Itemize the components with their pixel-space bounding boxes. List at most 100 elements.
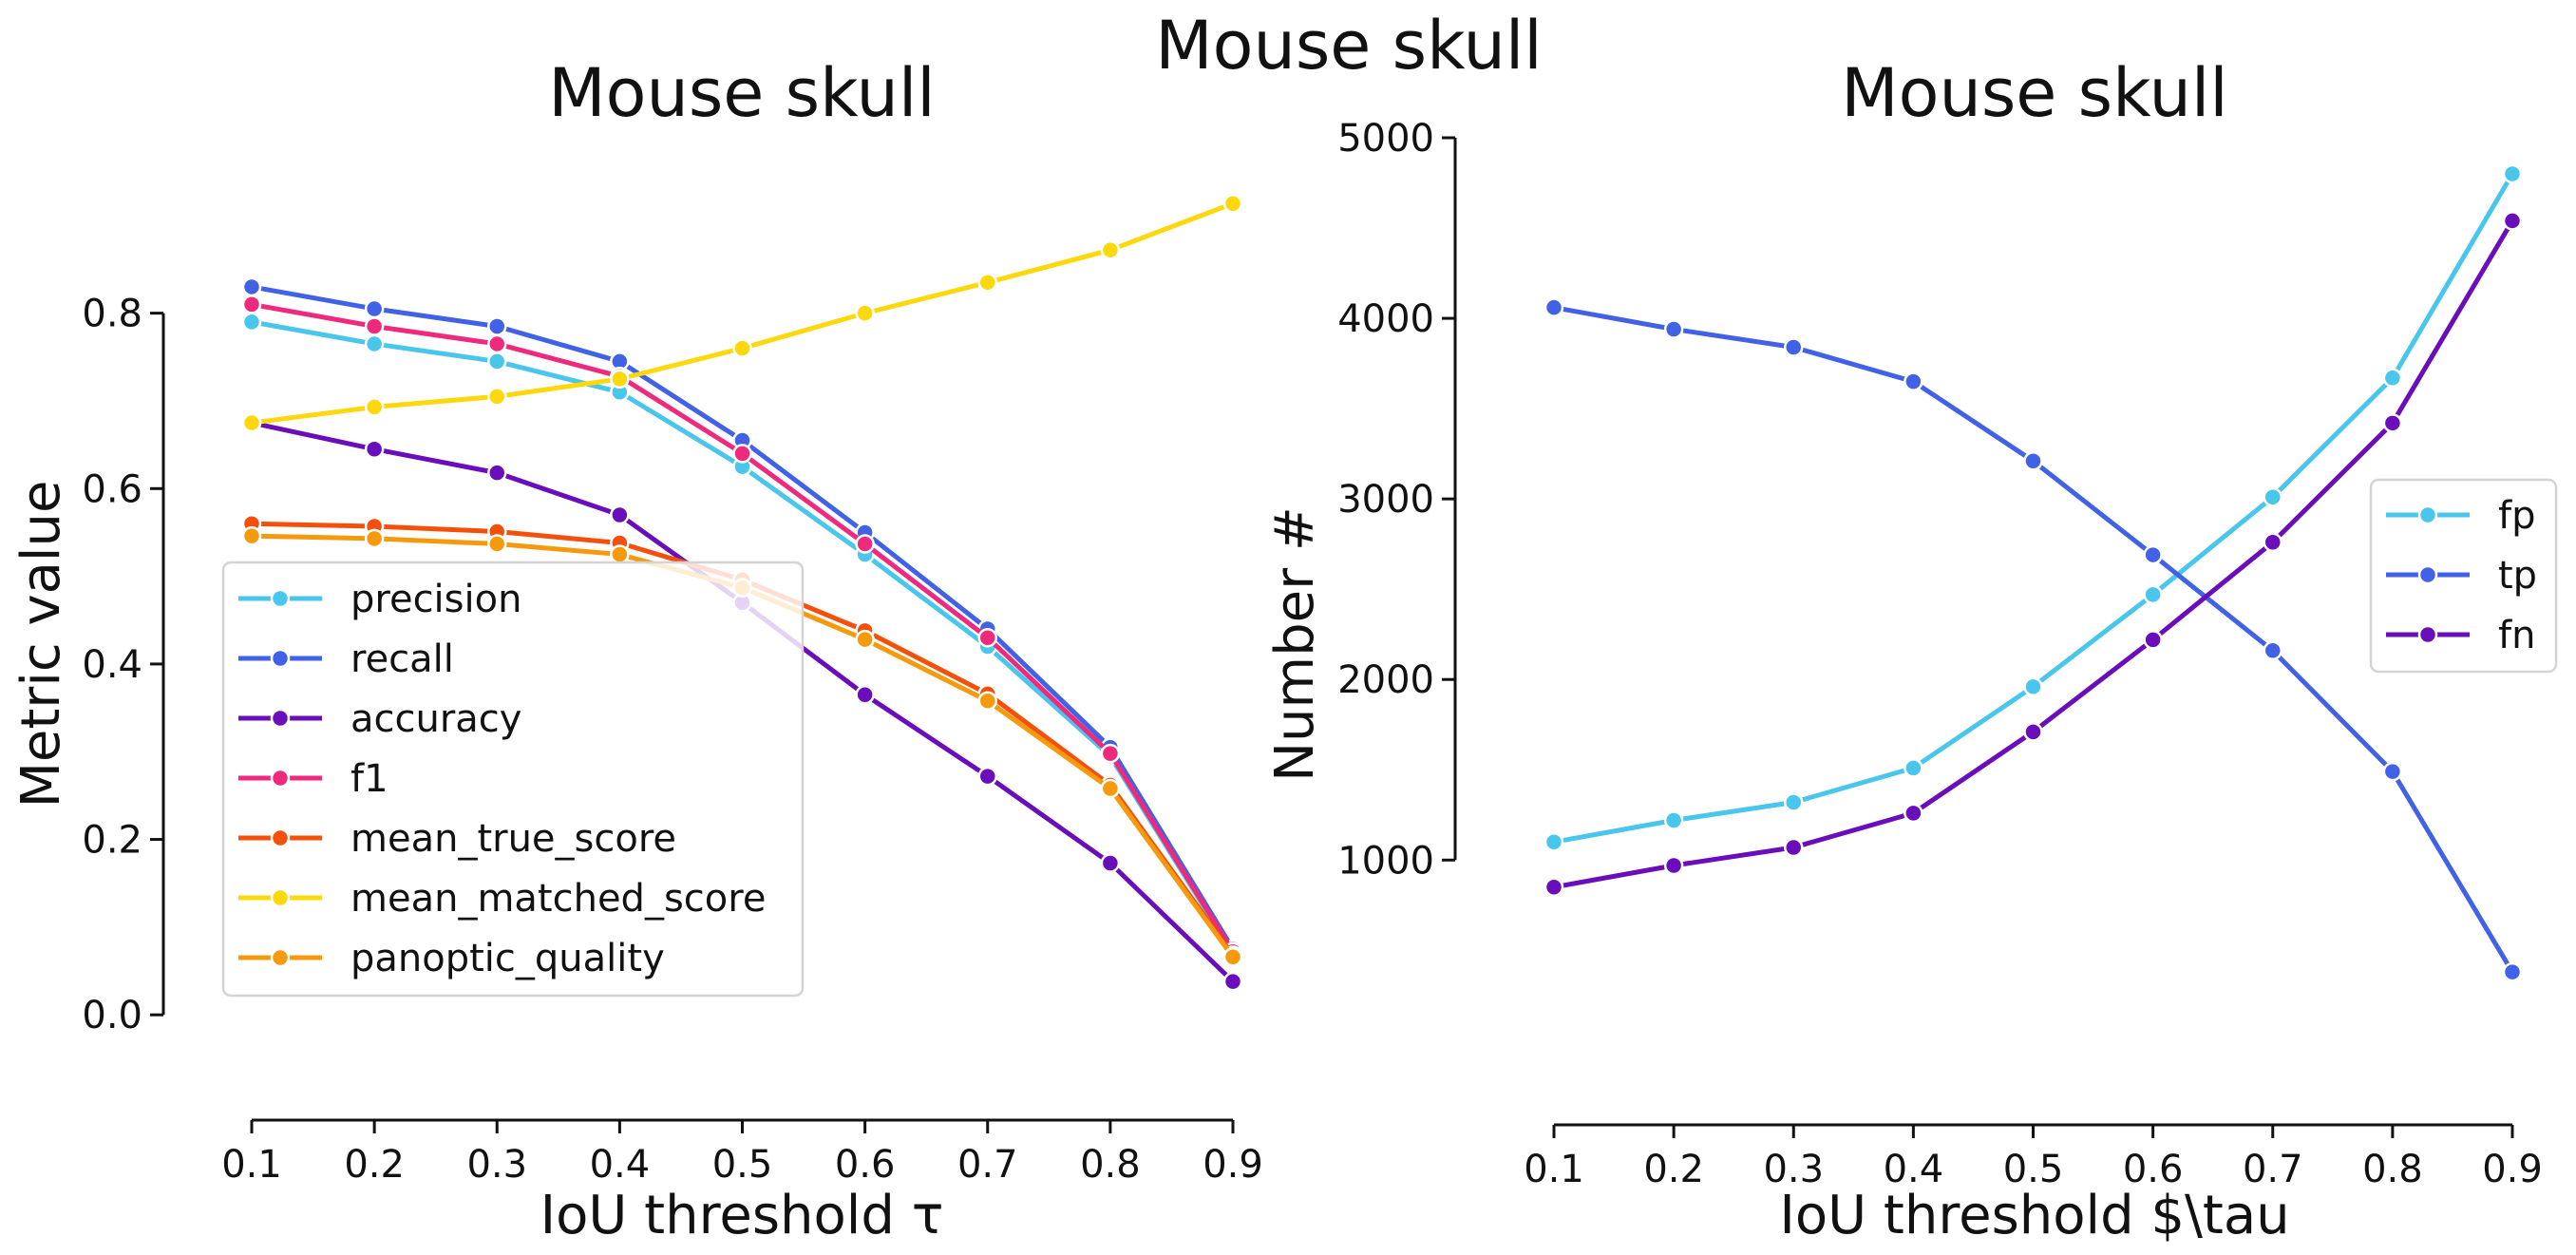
right-legend-label-tp: tp [2498, 554, 2537, 598]
right-data-point-fn [2382, 413, 2403, 433]
figure-suptitle: Mouse skull [1155, 7, 1543, 85]
left-data-point-recall [241, 276, 262, 297]
left-data-point-f1 [1100, 743, 1121, 764]
right-data-point-fn [2023, 722, 2043, 742]
right-panel-title: Mouse skull [1841, 54, 2228, 132]
left-data-point-panoptic_quality [1100, 778, 1121, 799]
left-data-point-f1 [855, 534, 875, 554]
left-legend-swatch-marker [270, 947, 291, 968]
left-legend-label-precision: precision [350, 578, 521, 621]
right-legend-swatch-marker [2417, 624, 2438, 645]
right-y-tick-label: 1000 [1337, 839, 1434, 883]
right-data-point-fp [2143, 584, 2163, 605]
left-x-tick-label: 0.2 [344, 1143, 405, 1187]
left-legend-swatch-marker [270, 887, 291, 908]
left-data-point-recall [364, 298, 385, 319]
left-data-point-panoptic_quality [610, 544, 630, 564]
left-data-point-panoptic_quality [487, 534, 507, 554]
left-data-point-accuracy [364, 439, 385, 459]
right-legend-label-fn: fn [2498, 614, 2535, 657]
left-x-tick-label: 0.3 [466, 1143, 527, 1187]
right-x-tick-label: 0.1 [1524, 1148, 1584, 1191]
left-legend-frame [221, 561, 805, 998]
right-x-axis-label: IoU threshold $\tau [1779, 1185, 2289, 1246]
right-data-point-fn [1663, 855, 1684, 876]
right-data-point-tp [1663, 319, 1684, 339]
left-data-point-accuracy [1100, 853, 1121, 873]
right-data-point-fn [2502, 211, 2523, 231]
left-y-tick-label: 0.2 [82, 819, 142, 863]
right-x-tick-label: 0.4 [1884, 1148, 1944, 1191]
right-data-point-fp [2502, 163, 2523, 184]
left-y-tick-label: 0.0 [82, 994, 142, 1037]
right-series-line-tp [1551, 305, 2515, 975]
left-data-point-f1 [364, 316, 385, 336]
right-data-point-fp [1904, 758, 1923, 778]
left-data-point-accuracy [855, 684, 875, 705]
right-legend-swatch-marker [2417, 504, 2438, 525]
right-data-point-fp [2382, 368, 2403, 389]
right-data-point-tp [2143, 544, 2163, 565]
right-data-point-fn [1904, 803, 1923, 824]
left-data-point-mean_matched_score [732, 338, 752, 358]
right-data-point-fn [2143, 630, 2163, 650]
right-data-point-fn [1784, 837, 1804, 858]
right-data-point-tp [1904, 371, 1923, 391]
left-legend-label-accuracy: accuracy [350, 697, 521, 741]
right-panel-counts: Mouse skull IoU threshold $\tau Number #… [1264, 54, 2558, 1246]
left-legend-swatch-marker [270, 768, 291, 789]
left-x-tick-label: 0.9 [1203, 1143, 1263, 1187]
right-y-tick-label: 2000 [1337, 658, 1434, 702]
right-series-line-fp [1551, 171, 2515, 845]
left-y-axis-label: Metric value [10, 481, 72, 808]
left-data-point-precision [487, 352, 507, 371]
left-data-point-panoptic_quality [241, 525, 262, 546]
right-data-point-tp [2502, 961, 2523, 982]
left-legend-label-mean_matched_score: mean_matched_score [350, 877, 766, 921]
left-data-point-panoptic_quality [364, 528, 385, 549]
left-data-point-mean_matched_score [1100, 239, 1121, 260]
right-y-tick-label: 5000 [1337, 117, 1434, 161]
left-x-tick-label: 0.4 [590, 1143, 651, 1187]
left-data-point-mean_matched_score [610, 369, 630, 390]
left-x-tick-label: 0.5 [712, 1143, 773, 1187]
left-panel-metric-values: Mouse skull IoU threshold τ Metric value… [10, 54, 1263, 1246]
left-data-point-mean_matched_score [855, 303, 875, 323]
left-data-point-f1 [732, 444, 752, 464]
right-data-point-tp [2023, 450, 2043, 471]
left-data-point-accuracy [977, 766, 997, 787]
right-legend: fp tp fn [2369, 478, 2558, 674]
right-series-line-fn [1551, 218, 2515, 890]
right-data-point-fp [1544, 832, 1564, 852]
left-data-point-precision [364, 333, 385, 354]
right-data-point-tp [1784, 337, 1804, 357]
left-legend-label-recall: recall [350, 637, 454, 681]
left-data-point-accuracy [487, 463, 507, 483]
right-x-tick-label: 0.5 [2003, 1148, 2064, 1191]
right-x-tick-label: 0.6 [2123, 1148, 2184, 1191]
right-data-point-fn [2263, 532, 2282, 553]
right-data-point-tp [2382, 761, 2403, 782]
right-data-point-fp [1663, 810, 1684, 830]
right-y-axis-label: Number # [1264, 506, 1326, 782]
left-data-point-mean_matched_score [977, 273, 997, 293]
right-legend-swatch-marker [2417, 564, 2438, 585]
left-panel-title: Mouse skull [548, 54, 936, 132]
left-y-tick-label: 0.6 [82, 467, 142, 511]
left-data-point-f1 [487, 333, 507, 354]
left-data-point-mean_matched_score [241, 412, 262, 433]
left-legend-label-mean_true_score: mean_true_score [350, 817, 676, 861]
left-data-point-panoptic_quality [855, 629, 875, 650]
left-legend-label-panoptic_quality: panoptic_quality [350, 937, 665, 980]
left-data-point-precision [241, 312, 262, 333]
left-y-tick-label: 0.8 [82, 293, 142, 336]
right-x-tick-label: 0.2 [1643, 1148, 1704, 1191]
right-x-tick-label: 0.8 [2362, 1148, 2423, 1191]
right-y-tick-label: 4000 [1337, 297, 1434, 341]
left-data-point-mean_matched_score [487, 387, 507, 407]
left-data-point-f1 [241, 295, 262, 314]
right-data-point-fn [1544, 877, 1564, 898]
left-x-tick-label: 0.6 [835, 1143, 896, 1187]
left-data-point-panoptic_quality [977, 691, 997, 711]
